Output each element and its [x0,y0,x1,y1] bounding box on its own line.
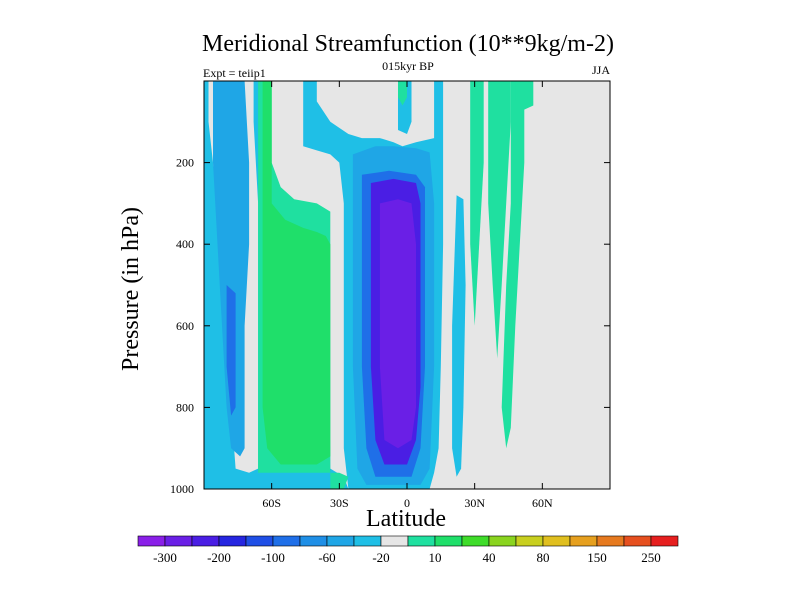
contour-region-6 [226,285,236,416]
colorbar-swatch-17 [596,535,625,547]
colorbar-swatch-9 [380,535,409,547]
colorbar-swatch-7 [326,535,355,547]
colorbar-swatch-15 [542,535,571,547]
colorbar-swatch-5 [272,535,301,547]
x-axis-ticks: 60S 30S 0 30N 60N [262,81,553,510]
colorbar-swatch-4 [245,535,274,547]
season-label: JJA [592,63,610,77]
colorbar-label-4: -20 [372,550,389,565]
y-axis-ticks: 200 400 600 800 1000 [170,156,610,496]
y-tick-label-4: 1000 [170,482,194,496]
colorbar-swatch-0 [137,535,166,547]
colorbar-label-7: 80 [537,550,550,565]
colorbar-labels: -300 -200 -100 -60 -20 10 40 80 150 250 [153,550,661,565]
contour-region-3 [452,195,466,477]
y-tick-label-1: 400 [176,237,194,251]
colorbar-swatch-11 [434,535,463,547]
period-label: 015kyr BP [382,59,434,73]
colorbar-label-1: -200 [207,550,231,565]
colorbar-label-2: -100 [261,550,285,565]
chart-title: Meridional Streamfunction (10**9kg/m-2) [202,31,614,57]
colorbar-swatch-6 [299,535,328,547]
colorbar-label-8: 150 [587,550,607,565]
colorbar-label-5: 10 [429,550,442,565]
contour-region-12 [398,81,407,106]
plot-area: 60S 30S 0 30N 60N 200 400 600 800 1000 [170,80,611,510]
y-tick-label-3: 800 [176,400,194,414]
experiment-label: Expt = teiip1 [203,66,266,80]
colorbar-label-6: 40 [483,550,496,565]
contour-region-13 [470,81,484,326]
x-axis-label: Latitude [366,506,446,532]
contour-region-14 [488,81,511,359]
colorbar-label-9: 250 [641,550,661,565]
x-tick-label-3: 30N [464,496,485,510]
x-tick-label-0: 60S [262,496,281,510]
colorbar-swatch-2 [191,535,220,547]
colorbar-swatch-13 [488,535,517,547]
colorbar-swatch-1 [164,535,193,547]
y-axis-label: Pressure (in hPa) [118,207,144,371]
y-tick-label-0: 200 [176,156,194,170]
contour-region-15 [501,81,525,449]
contour-region-9 [379,199,416,449]
contour-region-16 [515,81,534,110]
colorbar-swatch-8 [353,535,382,547]
x-tick-label-2: 0 [404,496,410,510]
colorbar-swatch-3 [218,535,247,547]
contour-region-4 [204,81,250,457]
contour-region-11 [262,81,331,465]
colorbar [137,535,679,547]
colorbar-swatch-18 [623,535,652,547]
colorbar-label-3: -60 [318,550,335,565]
colorbar-swatch-16 [569,535,598,547]
colorbar-swatch-19 [650,535,679,547]
contour-regions [204,81,534,489]
colorbar-label-0: -300 [153,550,177,565]
y-tick-label-2: 600 [176,319,194,333]
x-tick-label-1: 30S [330,496,349,510]
x-tick-label-4: 60N [532,496,553,510]
colorbar-swatch-14 [515,535,544,547]
colorbar-swatch-12 [461,535,490,547]
colorbar-swatch-10 [407,535,436,547]
